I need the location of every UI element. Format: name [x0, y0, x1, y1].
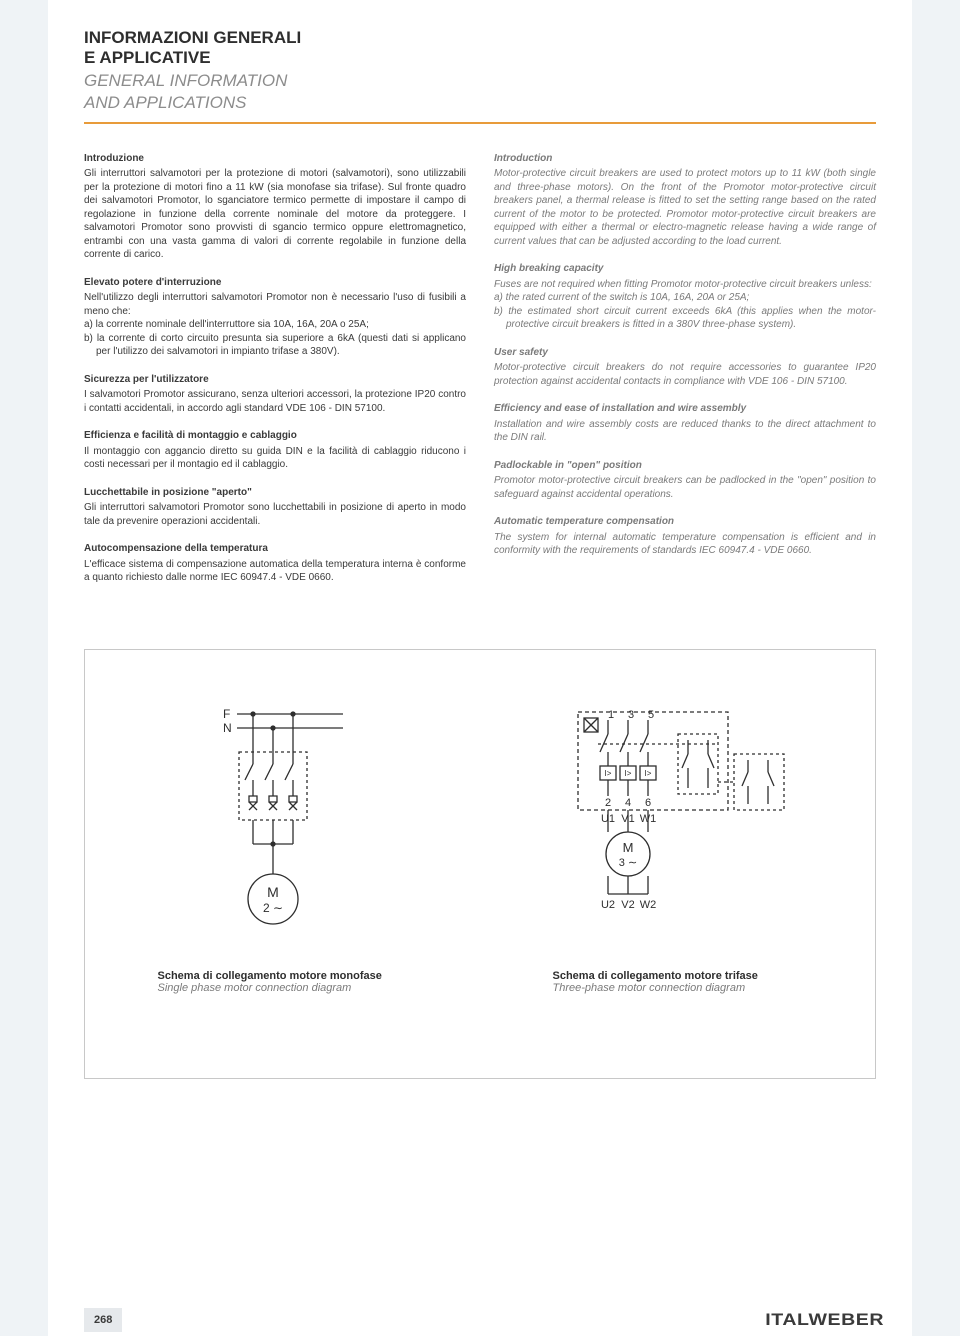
three-phase-caption: Schema di collegamento motore trifase Th…: [553, 970, 803, 994]
single-cap-it: Schema di collegamento motore monofase: [158, 970, 408, 982]
hb-en-b: b) the estimated short circuit current e…: [494, 305, 876, 332]
intro-en-head: Introduction: [494, 152, 876, 166]
label-F: F: [223, 707, 230, 721]
us-it-body: I salvamotori Promotor assicurano, senza…: [84, 388, 466, 415]
intro-it-body: Gli interruttori salvamotori per la prot…: [84, 167, 466, 262]
hb-it-a: a) la corrente nominale dell'interruttor…: [84, 318, 466, 332]
label-5: 5: [648, 709, 654, 721]
column-english: Introduction Motor-protective circuit br…: [494, 152, 876, 599]
title-en-2: AND APPLICATIONS: [84, 93, 876, 113]
intro-en-body: Motor-protective circuit breakers are us…: [494, 167, 876, 248]
tc-it-head: Autocompensazione della temperatura: [84, 542, 466, 556]
eff-en-body: Installation and wire assembly costs are…: [494, 418, 876, 445]
footer: 268 ITALWEBER: [48, 1304, 912, 1336]
pad-it-head: Lucchettabile in posizione "aperto": [84, 486, 466, 500]
three-phase-svg: 1 3 5 I> I>: [548, 704, 808, 934]
hb-en-a: a) the rated current of the switch is 10…: [494, 291, 876, 305]
hb-it-b: b) la corrente di corto circuito presunt…: [84, 332, 466, 359]
column-italian: Introduzione Gli interruttori salvamotor…: [84, 152, 466, 599]
hb-en: High breaking capacity Fuses are not req…: [494, 262, 876, 332]
intro-it: Introduzione Gli interruttori salvamotor…: [84, 152, 466, 262]
us-en: User safety Motor-protective circuit bre…: [494, 346, 876, 389]
single-phase-svg: F N: [193, 704, 373, 934]
title-block: INFORMAZIONI GENERALI E APPLICATIVE GENE…: [84, 28, 876, 114]
label-2tilde: 2 ∼: [262, 901, 282, 915]
page: INFORMAZIONI GENERALI E APPLICATIVE GENE…: [48, 0, 912, 1336]
eff-en-head: Efficiency and ease of installation and …: [494, 402, 876, 416]
title-it-1: INFORMAZIONI GENERALI: [84, 28, 876, 48]
tc-en-head: Automatic temperature compensation: [494, 515, 876, 529]
hb-en-head: High breaking capacity: [494, 262, 876, 276]
diagram-three-phase: 1 3 5 I> I>: [480, 674, 875, 1054]
label-Igt3: I>: [644, 769, 651, 778]
diagram-box: F N: [84, 649, 876, 1079]
label-Igt2: I>: [624, 769, 631, 778]
hb-it: Elevato potere d'interruzione Nell'utili…: [84, 276, 466, 359]
title-it-2: E APPLICATIVE: [84, 48, 876, 68]
label-W2: W2: [639, 899, 656, 911]
pad-en: Padlockable in "open" position Promotor …: [494, 459, 876, 502]
label-V2: V2: [621, 899, 634, 911]
label-3tilde: 3 ∼: [618, 857, 636, 869]
pad-it: Lucchettabile in posizione "aperto" Gli …: [84, 486, 466, 529]
single-cap-en: Single phase motor connection diagram: [158, 982, 408, 994]
label-2: 2: [604, 797, 610, 809]
us-en-body: Motor-protective circuit breakers do not…: [494, 361, 876, 388]
label-M3: M: [622, 840, 633, 855]
page-number: 268: [84, 1308, 122, 1332]
tc-en-body: The system for internal automatic temper…: [494, 531, 876, 558]
eff-en: Efficiency and ease of installation and …: [494, 402, 876, 445]
text-columns: Introduzione Gli interruttori salvamotor…: [84, 152, 876, 599]
tc-it-body: L'efficace sistema di compensazione auto…: [84, 558, 466, 585]
pad-en-body: Promotor motor-protective circuit breake…: [494, 474, 876, 501]
us-en-head: User safety: [494, 346, 876, 360]
label-N: N: [223, 721, 232, 735]
us-it-head: Sicurezza per l'utilizzatore: [84, 373, 466, 387]
tc-en: Automatic temperature compensation The s…: [494, 515, 876, 558]
intro-en: Introduction Motor-protective circuit br…: [494, 152, 876, 249]
hb-it-body: Nell'utilizzo degli interruttori salvamo…: [84, 291, 466, 318]
hb-en-body: Fuses are not required when fitting Prom…: [494, 278, 876, 292]
title-en-1: GENERAL INFORMATION: [84, 71, 876, 91]
eff-it-head: Efficienza e facilità di montaggio e cab…: [84, 429, 466, 443]
label-U2: U2: [600, 899, 614, 911]
label-1: 1: [608, 709, 614, 721]
label-3: 3: [628, 709, 634, 721]
label-4: 4: [624, 797, 630, 809]
intro-it-head: Introduzione: [84, 152, 466, 166]
diagram-single-phase: F N: [85, 674, 480, 1054]
tc-it: Autocompensazione della temperatura L'ef…: [84, 542, 466, 585]
single-phase-caption: Schema di collegamento motore monofase S…: [158, 970, 408, 994]
label-Igt1: I>: [604, 769, 611, 778]
pad-en-head: Padlockable in "open" position: [494, 459, 876, 473]
pad-it-body: Gli interruttori salvamotori Promotor so…: [84, 501, 466, 528]
eff-it-body: Il montaggio con aggancio diretto su gui…: [84, 445, 466, 472]
three-cap-en: Three-phase motor connection diagram: [553, 982, 803, 994]
hb-it-head: Elevato potere d'interruzione: [84, 276, 466, 290]
three-cap-it: Schema di collegamento motore trifase: [553, 970, 803, 982]
label-M: M: [267, 884, 279, 900]
eff-it: Efficienza e facilità di montaggio e cab…: [84, 429, 466, 472]
divider: [84, 122, 876, 124]
brand-logo: ITALWEBER: [773, 1310, 876, 1330]
label-6: 6: [644, 797, 650, 809]
us-it: Sicurezza per l'utilizzatore I salvamoto…: [84, 373, 466, 416]
